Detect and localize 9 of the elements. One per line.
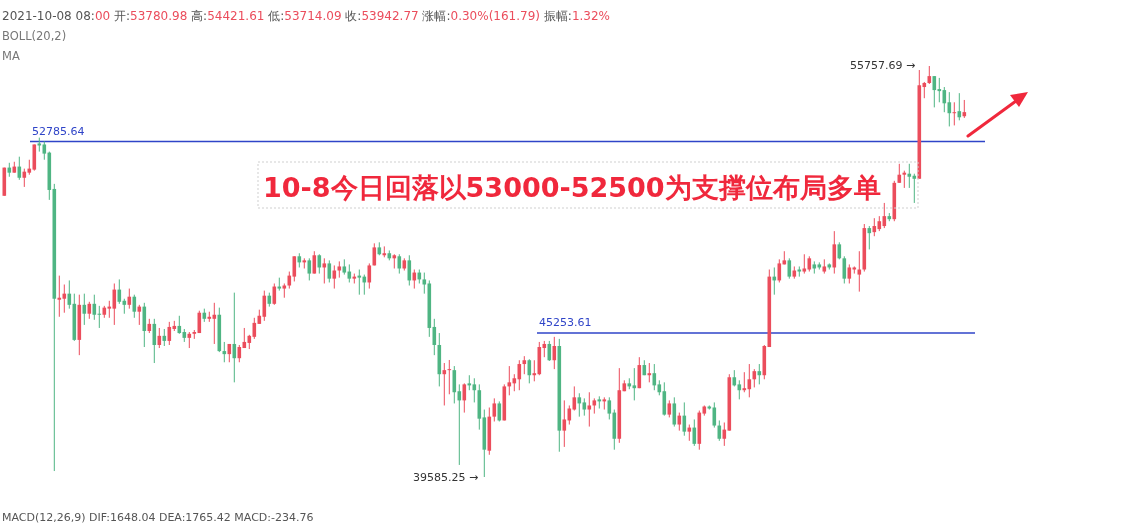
text: BOLL(20,2) <box>2 29 67 43</box>
annotation: 10-8今日回落以53000-52500为支撑位布局多单 <box>263 172 881 203</box>
ref-line-label: 45253.61 <box>539 315 592 329</box>
annotation: 55757.69 → <box>850 59 916 72</box>
text: 2021-10-08 08:00 开:53780.98 高:54421.61 低:53714.09 收:53942.77 涨幅:0.30%(161.79) 振幅:1.32% <box>2 9 610 23</box>
annotation: 39585.25 → <box>413 471 479 484</box>
text: MACD(12,26,9) DIF:1648.04 DEA:1765.42 MACD:-234.76 <box>2 511 314 524</box>
text: MA <box>2 49 20 63</box>
ref-line-label: 52785.64 <box>32 124 85 138</box>
